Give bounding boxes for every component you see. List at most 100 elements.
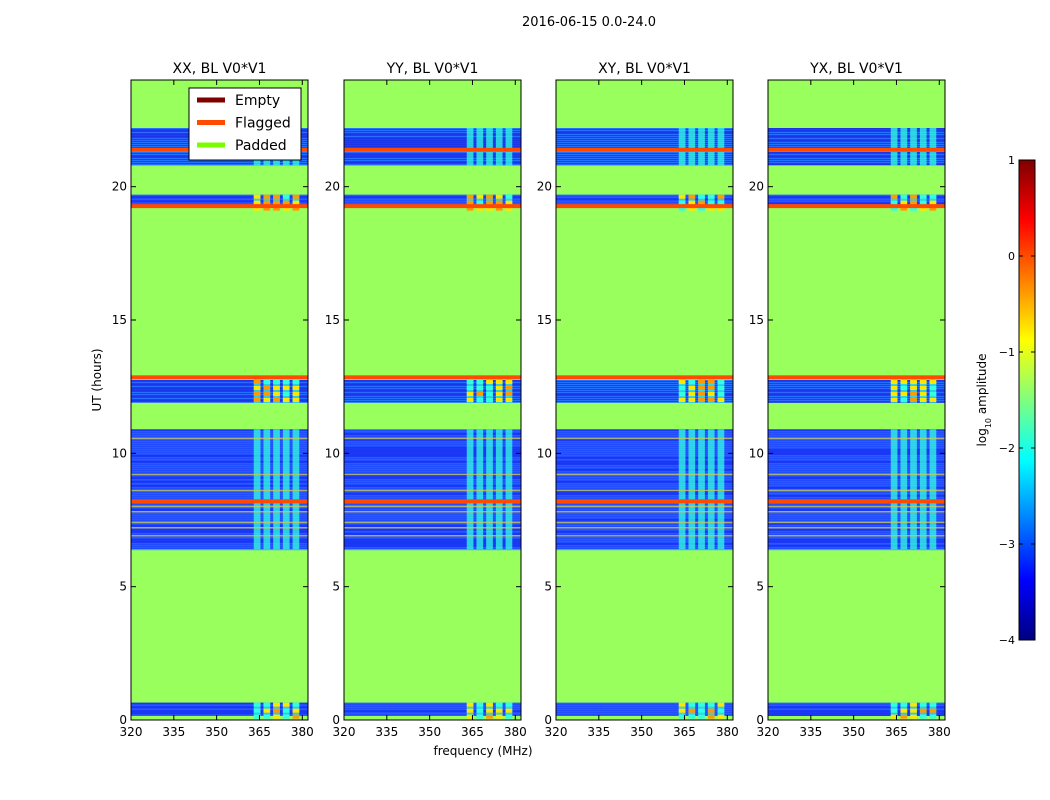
noise-row: [344, 392, 521, 393]
noise-row: [344, 194, 521, 196]
x-tick-label: 350: [418, 725, 441, 739]
noise-row: [556, 200, 733, 202]
noise-row: [344, 447, 521, 449]
y-tick-label: 20: [749, 180, 764, 194]
rfi-column: [929, 380, 937, 403]
x-tick-label: 365: [461, 725, 484, 739]
y-axis-label: UT (hours): [90, 348, 104, 411]
noise-row: [556, 136, 733, 137]
rfi-hot-cell: [688, 200, 696, 205]
noise-row: [131, 443, 308, 445]
noise-row: [131, 388, 308, 389]
noise-row: [768, 198, 945, 200]
noise-row: [131, 400, 308, 401]
noise-row: [131, 513, 308, 515]
bright-row: [556, 527, 733, 529]
rfi-hot-cell: [253, 398, 261, 402]
rfi-hot-cell: [698, 206, 705, 211]
noise-row: [344, 441, 521, 443]
bright-row: [344, 473, 521, 476]
noise-row: [344, 710, 521, 712]
rfi-hot-cell: [486, 206, 493, 211]
noise-row: [344, 138, 521, 139]
rfi-hot-cell: [466, 702, 474, 707]
noise-row: [344, 485, 521, 487]
bright-row: [768, 437, 945, 440]
rfi-hot-cell: [929, 708, 937, 713]
noise-row: [131, 435, 308, 437]
noise-row: [556, 400, 733, 401]
noise-row: [131, 402, 308, 403]
noise-row: [556, 202, 733, 204]
noise-row: [768, 714, 945, 716]
noise-row: [131, 394, 308, 395]
rfi-column: [717, 380, 725, 403]
rfi-hot-cell: [707, 194, 715, 199]
rfi-hot-cell: [919, 200, 927, 205]
rfi-column: [505, 380, 513, 403]
rfi-hot-cell: [688, 194, 696, 199]
rfi-hot-cell: [486, 714, 493, 719]
data-block: [556, 380, 733, 403]
rfi-column: [678, 152, 686, 166]
noise-row: [131, 384, 308, 385]
x-tick-label: 350: [630, 725, 653, 739]
noise-row: [131, 507, 308, 509]
rfi-hot-cell: [486, 392, 493, 396]
noise-row: [768, 469, 945, 471]
noise-row: [131, 517, 308, 519]
rfi-column: [495, 152, 503, 166]
rfi-column: [717, 128, 725, 148]
noise-row: [556, 469, 733, 471]
noise-row: [344, 539, 521, 541]
colorbar-tick-label: −4: [999, 634, 1015, 647]
rfi-hot-cell: [495, 392, 503, 396]
rfi-column: [282, 380, 290, 403]
noise-row: [556, 402, 733, 403]
rfi-hot-cell: [900, 708, 908, 713]
rfi-hot-cell: [900, 714, 908, 719]
rfi-hot-cell: [292, 206, 300, 211]
noise-row: [131, 537, 308, 539]
rfi-hot-cell: [273, 380, 280, 384]
bright-row: [768, 489, 945, 492]
bright-row: [131, 511, 308, 513]
noise-row: [344, 388, 521, 389]
rfi-hot-cell: [890, 194, 898, 199]
noise-row: [344, 162, 521, 163]
flagged-line: [768, 147, 945, 152]
noise-row: [344, 402, 521, 403]
noise-row: [556, 386, 733, 387]
noise-row: [556, 517, 733, 519]
rfi-hot-cell: [466, 200, 474, 205]
noise-row: [344, 130, 521, 131]
noise-row: [556, 433, 733, 435]
noise-row: [131, 455, 308, 457]
noise-row: [768, 475, 945, 477]
colorbar-tick-label: 1: [1008, 154, 1015, 167]
noise-row: [344, 386, 521, 387]
rfi-hot-cell: [495, 714, 503, 719]
noise-row: [344, 477, 521, 479]
noise-row: [768, 140, 945, 141]
rfi-column: [273, 380, 280, 403]
noise-row: [556, 481, 733, 483]
noise-row: [344, 495, 521, 497]
rfi-hot-cell: [707, 702, 715, 707]
rfi-column: [698, 152, 705, 166]
noise-row: [344, 156, 521, 157]
noise-row: [344, 382, 521, 383]
rfi-hot-cell: [476, 206, 484, 211]
noise-row: [768, 136, 945, 137]
rfi-hot-cell: [890, 398, 898, 402]
noise-row: [768, 455, 945, 457]
panel-title: XY, BL V0*V1: [598, 61, 691, 77]
rfi-hot-cell: [282, 708, 290, 713]
noise-row: [556, 467, 733, 469]
rfi-hot-cell: [900, 392, 908, 396]
noise-row: [131, 439, 308, 441]
colorbar-gradient: [1018, 159, 1036, 641]
noise-row: [556, 388, 733, 389]
rfi-hot-cell: [688, 386, 696, 390]
rfi-hot-cell: [263, 380, 271, 384]
